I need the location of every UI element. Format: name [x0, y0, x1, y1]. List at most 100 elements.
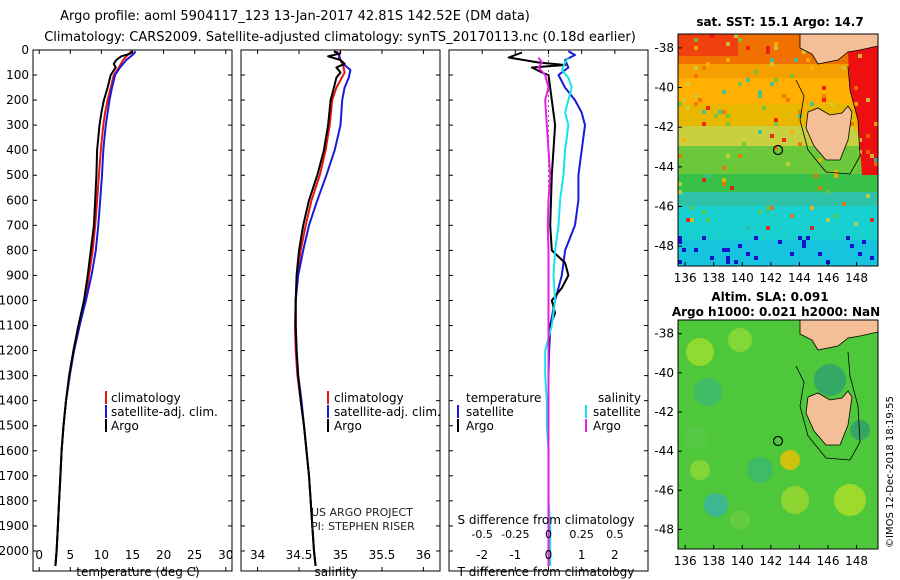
sst-pixel [806, 58, 810, 62]
sst-mainland [799, 34, 878, 65]
sst-cold-pixel [734, 260, 738, 264]
map-lon-label: 142 [759, 554, 782, 568]
panel-axes: 0 5 10 15 20 25 30 34 34.5 35 35.5 36 -2 -1 0 1 2 -0.5 -0.… [33, 49, 648, 571]
series-line-argo [294, 50, 346, 567]
sst-cold-pixel [726, 256, 730, 260]
sst-pixel [718, 110, 722, 114]
sst-pixel [866, 194, 870, 198]
sst-cold-pixel [754, 236, 758, 240]
secondary-tick-label: 0.5 [606, 528, 624, 541]
sla-map-axes: 136 138 140 142 144 146 148 -38 -40 -42 -44 -46 -48 [654, 327, 868, 568]
sst-pixel [706, 106, 710, 110]
sst-band [678, 192, 878, 206]
sst-cold-pixel [726, 260, 730, 264]
salinity-difference-axis-label: S difference from climatology [458, 513, 635, 527]
x-tick-label: 36 [416, 548, 431, 562]
temperature-axis-label: temperature (deg C) [76, 565, 199, 579]
sst-pixel [774, 146, 778, 150]
depth-tick-label: 1200 [0, 344, 29, 358]
sst-pixel [694, 94, 698, 98]
sst-pixel [678, 154, 682, 158]
legend-label-argo: Argo [334, 419, 362, 433]
sst-pixel [678, 182, 682, 186]
x-tick-label: 34.5 [286, 548, 313, 562]
sst-pixel [774, 46, 778, 50]
sla-anomaly-blob [704, 493, 728, 517]
sst-pixel [774, 78, 778, 82]
sst-cold-pixel [802, 240, 806, 244]
x-tick-label: -2 [476, 548, 488, 562]
sst-pixel [766, 226, 770, 230]
sst-pixel [710, 34, 714, 38]
sst-pixel [770, 134, 774, 138]
difference-axis-label: T difference from climatology [457, 565, 635, 579]
map-lat-label: -40 [654, 81, 674, 95]
sst-pixel [866, 98, 870, 102]
sst-pixel [742, 38, 746, 42]
sst-pixel [730, 186, 734, 190]
sla-mainland [799, 320, 878, 351]
map-lon-label: 136 [674, 554, 697, 568]
sst-pixel [694, 74, 698, 78]
sst-pixel [774, 214, 778, 218]
map-lon-label: 138 [702, 271, 725, 285]
sla-anomaly-blob [694, 378, 722, 406]
sst-pixel [826, 218, 830, 222]
sst-pixel [874, 158, 878, 162]
x-tick-label: 15 [125, 548, 140, 562]
map-lon-label: 142 [759, 271, 782, 285]
sst-pixel [758, 130, 762, 134]
sst-pixel [766, 206, 770, 210]
sst-pixel [782, 94, 786, 98]
sst-band [678, 146, 878, 174]
sst-argo-location-marker [772, 144, 784, 156]
map-lat-label: -42 [654, 405, 674, 419]
sla-anomaly-blob [814, 364, 846, 396]
sst-pixel [686, 106, 690, 110]
secondary-tick-label: -0.5 [471, 528, 492, 541]
sst-band [678, 78, 878, 104]
depth-tick-label: 1300 [0, 369, 29, 383]
sst-pixel [802, 50, 806, 54]
salinity-legend: climatology satellite-adj. clim. Argo [327, 391, 441, 433]
series-line-satellite-adj-clim- [294, 50, 352, 567]
sst-pixel [734, 34, 738, 38]
temperature-series [54, 50, 137, 567]
sst-pixel [774, 122, 778, 126]
sst-pixel [682, 98, 686, 102]
sst-pixel [774, 42, 778, 46]
sst-band [678, 240, 878, 266]
sla-map-title: Altim. SLA: 0.091 [711, 290, 828, 304]
sst-cold-pixel [722, 248, 726, 252]
sst-pixel [858, 54, 862, 58]
salinity-series [293, 50, 352, 567]
legend-label-argo: Argo [111, 419, 139, 433]
secondary-tick-label: 0.25 [569, 528, 594, 541]
series-line-argo [54, 50, 134, 567]
temperature-plot-frame [32, 49, 233, 572]
sst-pixel [854, 86, 858, 90]
legend-title-temperature: temperature [466, 391, 541, 405]
sst-pixel [726, 58, 730, 62]
sst-pixel [726, 154, 730, 158]
sst-pixel [834, 170, 838, 174]
sst-map-title: sat. SST: 15.1 Argo: 14.7 [696, 15, 863, 29]
sst-pixel [742, 142, 746, 146]
sst-pixel [702, 178, 706, 182]
sst-pixel [758, 94, 762, 98]
sst-cold-pixel [746, 252, 750, 256]
x-tick-label: 0 [35, 548, 43, 562]
sst-pixel [798, 114, 802, 118]
legend-title-salinity: salinity [598, 391, 641, 405]
sst-band [678, 206, 878, 240]
sst-pixel [702, 110, 706, 114]
sst-pixel [786, 98, 790, 102]
depth-tick-label: 800 [6, 243, 29, 257]
sla-anomaly-blob [834, 484, 866, 516]
depth-tick-label: 1400 [0, 394, 29, 408]
depth-tick-label: 700 [6, 218, 29, 232]
sst-pixel [678, 190, 682, 194]
sst-pixel [810, 102, 814, 106]
sla-anomaly-blob [730, 510, 750, 530]
depth-tick-label: 400 [6, 143, 29, 157]
